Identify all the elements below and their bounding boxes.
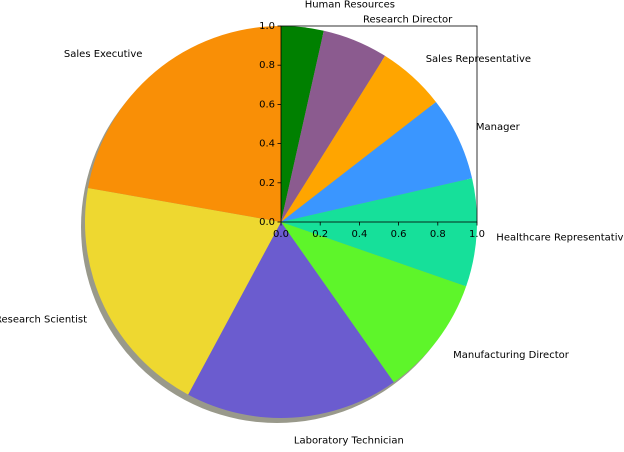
slice-label-manager: Manager <box>476 122 521 133</box>
x-tick-label: 0.6 <box>391 229 407 240</box>
x-tick-label: 1.0 <box>469 229 485 240</box>
slice-label-research-scientist: Research Scientist <box>0 314 87 325</box>
pie-slice-sales-representative <box>281 55 436 222</box>
x-tick-label: 0.0 <box>273 229 289 240</box>
pie-slice-healthcare-representative <box>281 178 478 287</box>
slice-label-sales-executive: Sales Executive <box>64 49 142 60</box>
pie-slice-laboratory-technician <box>188 222 394 419</box>
y-tick-label: 0.8 <box>259 60 275 71</box>
y-tick-label: 0.4 <box>259 139 275 150</box>
y-tick-label: 1.0 <box>259 21 275 32</box>
pie-slice-human-resources <box>281 25 324 222</box>
slice-label-research-director: Research Director <box>363 15 453 26</box>
pie-slice-sales-executive <box>87 25 281 223</box>
x-tick-label: 0.2 <box>312 229 328 240</box>
inset-axes-frame <box>280 25 478 223</box>
y-tick-label: 0.6 <box>259 99 275 110</box>
pie-slice-research-director <box>281 30 386 223</box>
x-tick-label: 0.4 <box>351 229 367 240</box>
y-tick-label: 0.2 <box>259 178 275 189</box>
pie-slice-research-scientist <box>85 187 281 395</box>
slice-label-manufacturing-director: Manufacturing Director <box>453 350 570 361</box>
slice-label-laboratory-technician: Laboratory Technician <box>294 436 404 447</box>
x-tick-label: 0.8 <box>430 229 446 240</box>
slice-label-human-resources: Human Resources <box>305 0 395 11</box>
inset-axes: 0.0 0.2 0.4 0.6 0.8 1.0 0.0 0.2 0.4 0.6 0.8 1.0 <box>259 21 485 240</box>
pie-slices <box>85 25 478 419</box>
y-tick-label: 0.0 <box>259 217 275 228</box>
pie-slice-manager <box>281 102 473 222</box>
slice-label-sales-representative: Sales Representative <box>426 54 531 65</box>
pie-slice-manufacturing-director <box>281 222 467 383</box>
slice-label-healthcare-representative: Healthcare Representative <box>496 232 624 243</box>
